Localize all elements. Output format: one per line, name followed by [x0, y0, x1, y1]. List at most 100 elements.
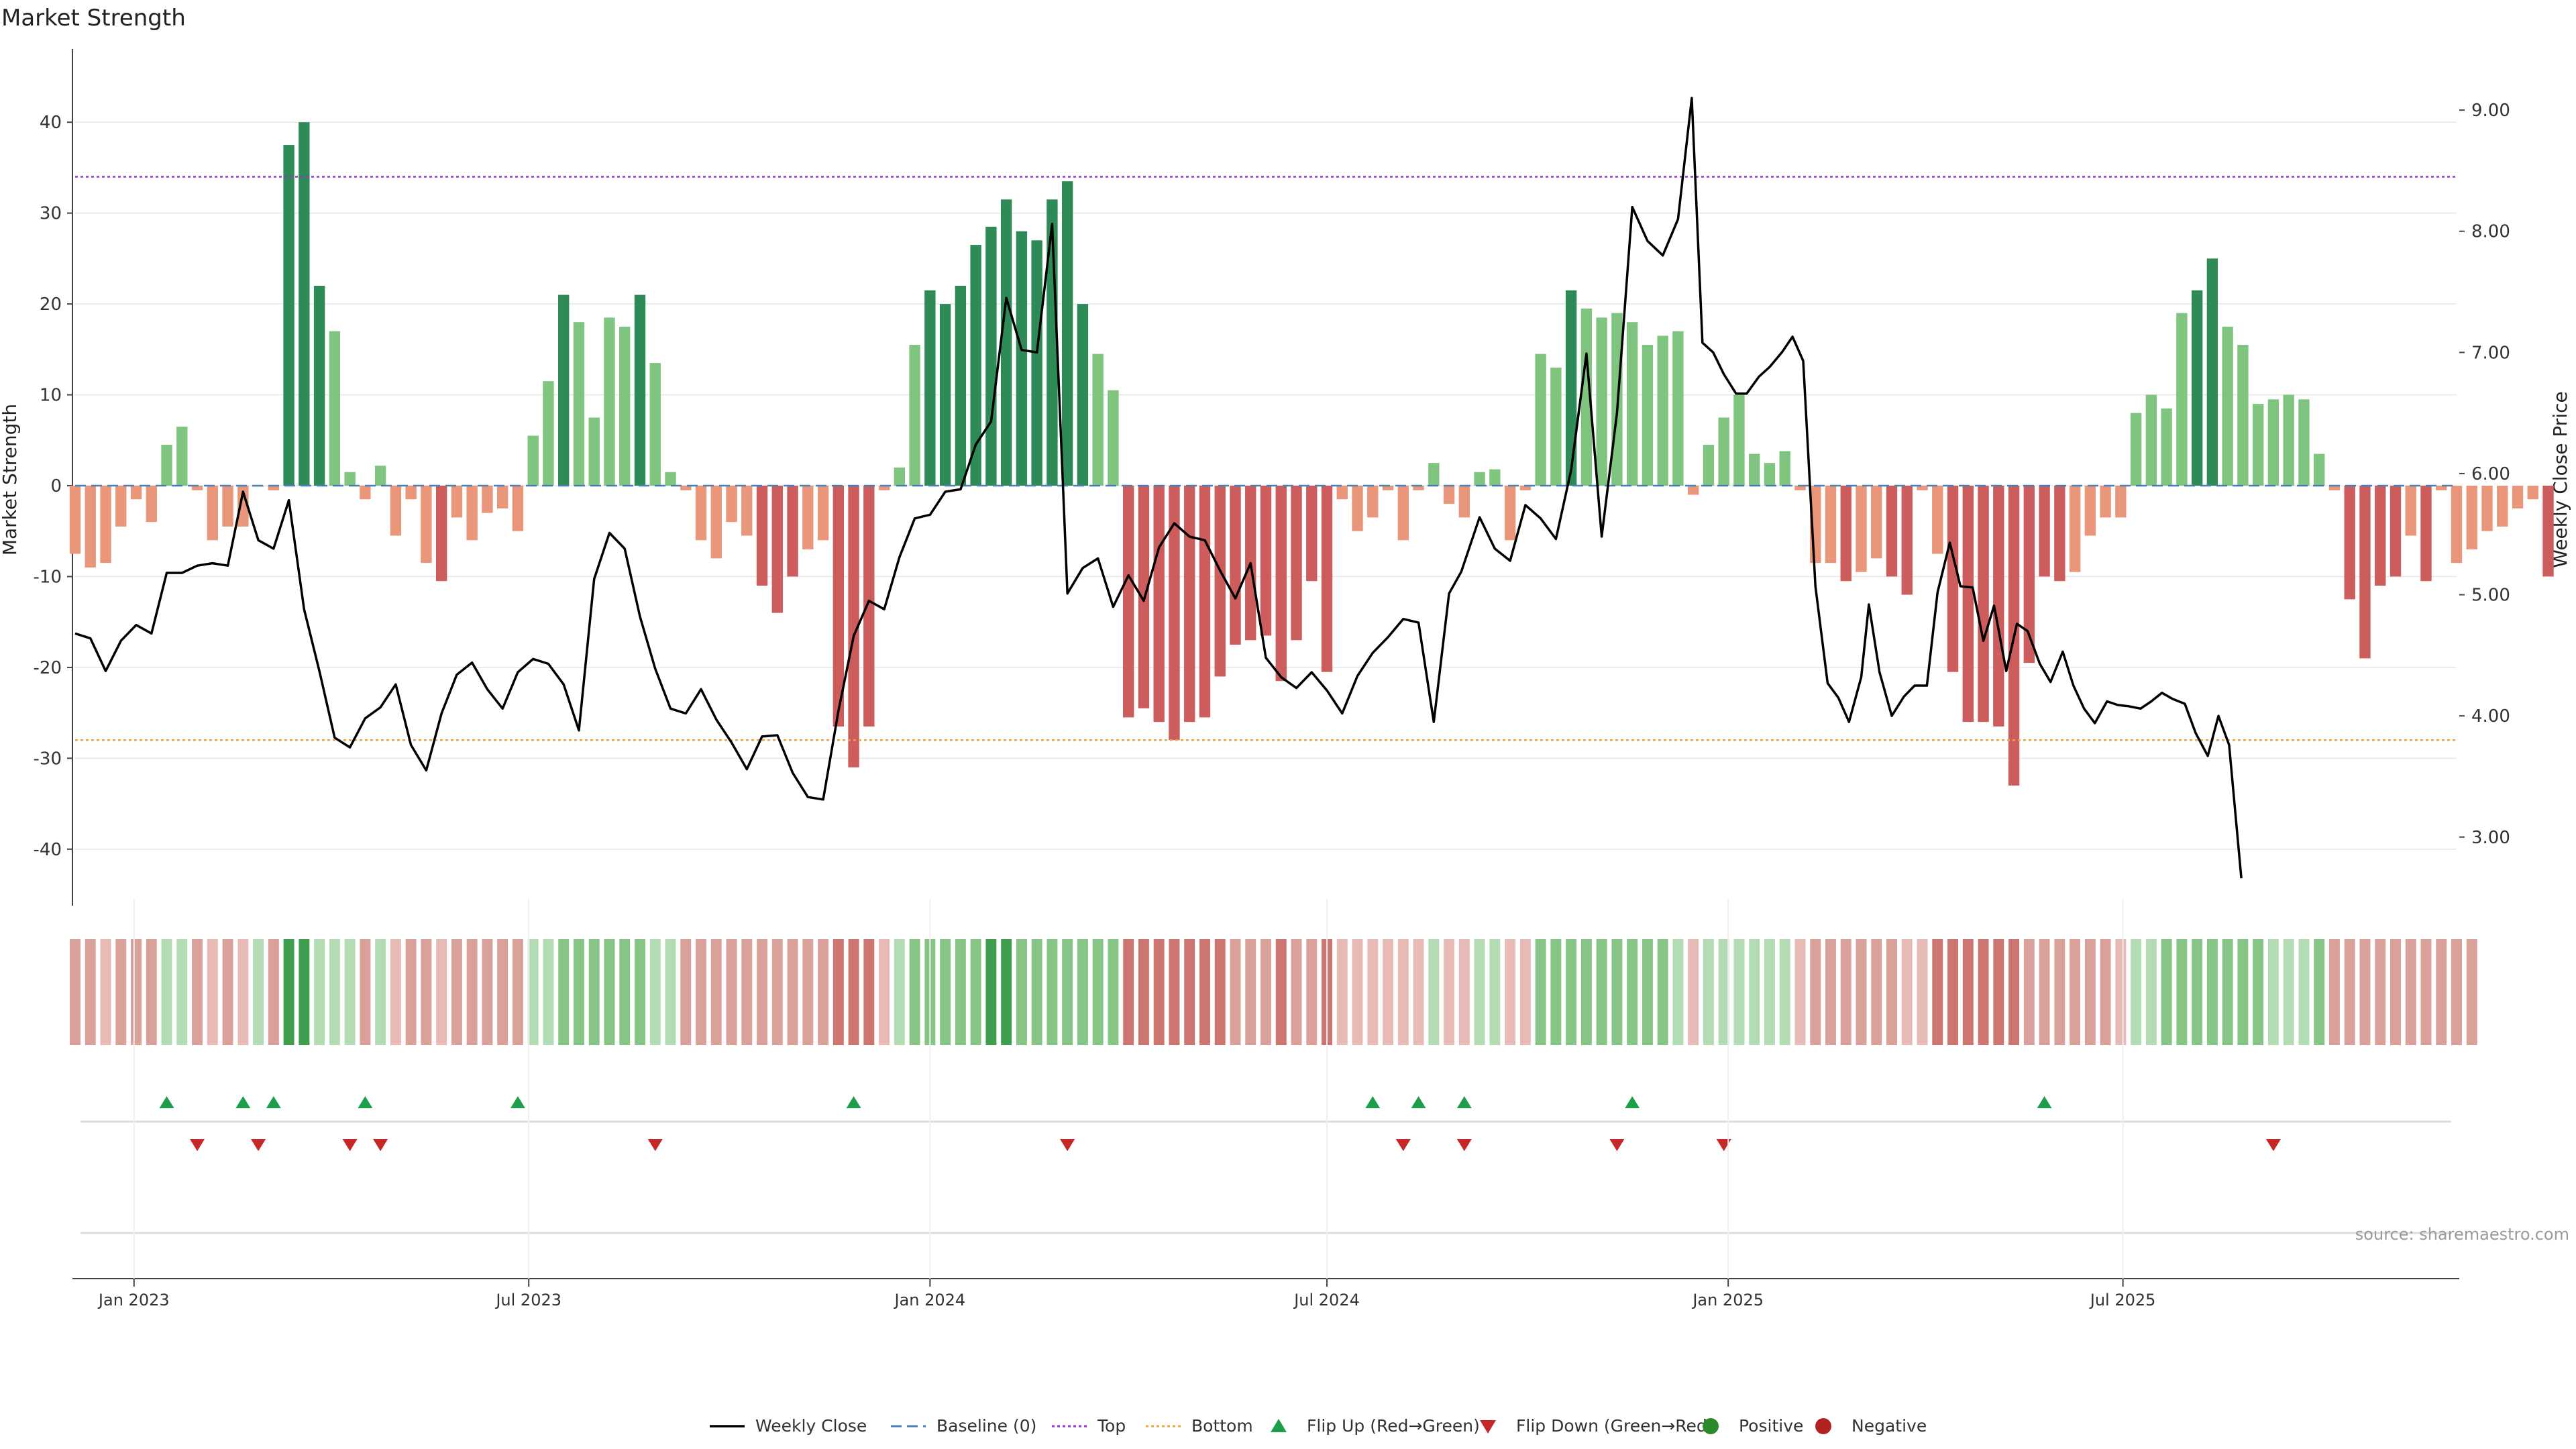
heat-cell [1611, 939, 1623, 1045]
legend-label: Flip Down (Green→Red) [1516, 1416, 1714, 1436]
legend: Weekly Close Baseline (0) Top Bottom Flip Up… [710, 1416, 1927, 1436]
heat-cell [985, 939, 997, 1045]
heat-cell [848, 939, 859, 1045]
heat-cell [543, 939, 554, 1045]
strength-bar [1077, 304, 1089, 486]
heat-cell [1397, 939, 1409, 1045]
heat-cell [1856, 939, 1867, 1045]
strength-bar [1184, 486, 1195, 722]
negative-dot-icon [1815, 1418, 1831, 1434]
heat-cell [1306, 939, 1318, 1045]
strength-bar [1199, 486, 1211, 718]
flip-down-marker [647, 1139, 663, 1151]
strength-bar [2298, 399, 2310, 486]
heat-cell [1291, 939, 1302, 1045]
heat-cell [1733, 939, 1745, 1045]
strength-bar [1962, 486, 1974, 722]
heat-cell [1978, 939, 1989, 1045]
legend-label: Baseline (0) [936, 1416, 1036, 1436]
heat-cell [2344, 939, 2355, 1045]
legend-label: Bottom [1191, 1416, 1253, 1436]
flip-down-marker [1060, 1139, 1075, 1151]
strength-bar [695, 486, 707, 541]
x-tick-label: Jan 2024 [894, 1291, 966, 1309]
strength-bar [756, 486, 768, 586]
right-tick-label: 9.00 [2471, 101, 2510, 121]
flip-up-marker [235, 1096, 251, 1108]
heat-cell [1062, 939, 1073, 1045]
strength-bar [1214, 486, 1226, 677]
heat-cell [1993, 939, 2004, 1045]
heat-cell [161, 939, 172, 1045]
heat-cell [710, 939, 722, 1045]
heat-cell [573, 939, 584, 1045]
strength-bar [1169, 486, 1180, 741]
heat-cell [1123, 939, 1134, 1045]
strength-bar [771, 486, 783, 613]
flip-up-marker [1411, 1096, 1426, 1108]
strength-bar [710, 486, 722, 559]
flip-markers [80, 1096, 2451, 1234]
strength-bar [2512, 486, 2524, 508]
heat-cell [2161, 939, 2172, 1045]
strength-bar [2069, 486, 2081, 572]
heat-cell [909, 939, 920, 1045]
heat-cell [1016, 939, 1027, 1045]
right-tick-label: 8.00 [2471, 222, 2510, 242]
strength-bar [2451, 486, 2463, 564]
heat-cell [1519, 939, 1531, 1045]
heat-cell [1886, 939, 1897, 1045]
y-axis-label-left: Market Strength [0, 404, 21, 555]
reference-lines [75, 176, 2457, 741]
strength-bar [1901, 486, 1913, 595]
strength-bar [1458, 486, 1470, 518]
heat-cell [1825, 939, 1836, 1045]
legend-label: Positive [1739, 1416, 1803, 1436]
heat-cell [344, 939, 356, 1045]
strength-bar [1550, 367, 1562, 486]
heat-cell [619, 939, 631, 1045]
right-tick-label: 4.00 [2471, 706, 2510, 727]
strength-bar [2130, 413, 2142, 486]
left-tick-label: 0 [50, 476, 62, 496]
heat-cell [2222, 939, 2233, 1045]
flip-up-marker [266, 1096, 281, 1108]
heat-cell [2131, 939, 2142, 1045]
heat-cell [2436, 939, 2447, 1045]
heat-cell [1001, 939, 1012, 1045]
strength-bar [1749, 453, 1760, 486]
strength-bar [2375, 486, 2386, 586]
heat-cell [2405, 939, 2416, 1045]
flip-down-marker [1456, 1139, 1472, 1151]
strength-bar [1764, 463, 1776, 486]
heat-cell [222, 939, 233, 1045]
strength-bar [1672, 331, 1684, 486]
heat-cell [2115, 939, 2127, 1045]
heat-cell [1642, 939, 1653, 1045]
strength-bar [435, 486, 447, 582]
strength-bar [543, 381, 554, 486]
heat-cell [1794, 939, 1806, 1045]
legend-item-top: Top [1052, 1416, 1126, 1436]
heat-cell [1413, 939, 1424, 1045]
flip-down-marker [342, 1139, 358, 1151]
heat-cell [1077, 939, 1088, 1045]
strength-bar [558, 294, 570, 486]
legend-label: Negative [1851, 1416, 1927, 1436]
strength-bar [604, 317, 615, 486]
strength-bar [1917, 486, 1928, 490]
heat-cell [1275, 939, 1287, 1045]
strength-bar [2466, 486, 2477, 549]
heat-cell [482, 939, 493, 1045]
strength-bar [939, 304, 951, 486]
heat-cell [253, 939, 264, 1045]
heat-cell [375, 939, 386, 1045]
strength-bar [1108, 390, 1119, 486]
heat-cell [329, 939, 340, 1045]
heat-cell [1474, 939, 1485, 1045]
heat-cell [1947, 939, 1959, 1045]
heat-cell [390, 939, 401, 1045]
heat-cell [1230, 939, 1241, 1045]
strength-bar [313, 286, 325, 486]
